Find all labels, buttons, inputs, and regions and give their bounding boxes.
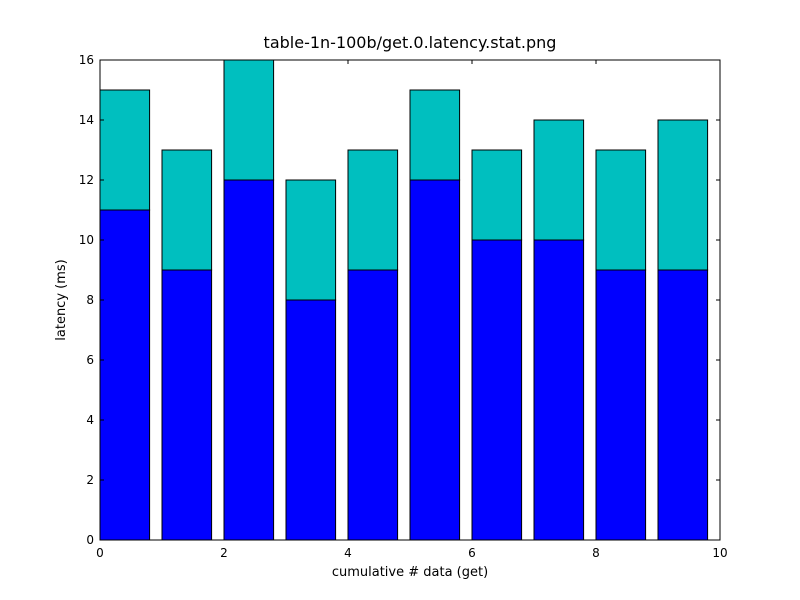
bar-upper-4 xyxy=(347,149,399,271)
ticks-group: 0 2 4 6 8 10 0 2 4 6 8 10 12 14 16 xyxy=(79,53,728,560)
x-tick-label-10: 10 xyxy=(712,546,727,560)
x-tick-label-2: 2 xyxy=(220,546,228,560)
x-tick-label-0: 0 xyxy=(96,546,104,560)
bar-upper-0 xyxy=(99,89,151,211)
bar-lower-3 xyxy=(285,299,337,541)
bar-lower-5 xyxy=(409,179,461,541)
bar-lower-0 xyxy=(99,209,151,541)
y-tick-label-8: 8 xyxy=(86,293,94,307)
bar-lower-7 xyxy=(533,239,585,541)
x-tick-label-8: 8 xyxy=(592,546,600,560)
bar-lower-4 xyxy=(347,269,399,541)
y-tick-label-4: 4 xyxy=(86,413,94,427)
y-tick-label-16: 16 xyxy=(79,53,94,67)
y-tick-label-10: 10 xyxy=(79,233,94,247)
x-axis-label: cumulative # data (get) xyxy=(332,565,488,580)
chart-title: table-1n-100b/get.0.latency.stat.png xyxy=(264,33,557,52)
bar-upper-2 xyxy=(223,59,275,181)
bar-lower-8 xyxy=(595,269,647,541)
bar-upper-5 xyxy=(409,89,461,181)
bar-lower-6 xyxy=(471,239,523,541)
bar-upper-1 xyxy=(161,149,213,271)
bar-lower-9 xyxy=(657,269,709,541)
y-tick-label-14: 14 xyxy=(79,113,94,127)
bar-upper-7 xyxy=(533,119,585,241)
bar-upper-8 xyxy=(595,149,647,271)
bar-upper-6 xyxy=(471,149,523,241)
y-tick-label-2: 2 xyxy=(86,473,94,487)
bar-lower-2 xyxy=(223,179,275,541)
bars-group xyxy=(99,59,709,541)
y-tick-label-0: 0 xyxy=(86,533,94,547)
y-axis-label: latency (ms) xyxy=(54,259,69,340)
x-tick-label-4: 4 xyxy=(344,546,352,560)
bar-upper-3 xyxy=(285,179,337,301)
x-tick-label-6: 6 xyxy=(468,546,476,560)
y-tick-label-6: 6 xyxy=(86,353,94,367)
y-tick-label-12: 12 xyxy=(79,173,94,187)
bar-lower-1 xyxy=(161,269,213,541)
bar-upper-9 xyxy=(657,119,709,271)
